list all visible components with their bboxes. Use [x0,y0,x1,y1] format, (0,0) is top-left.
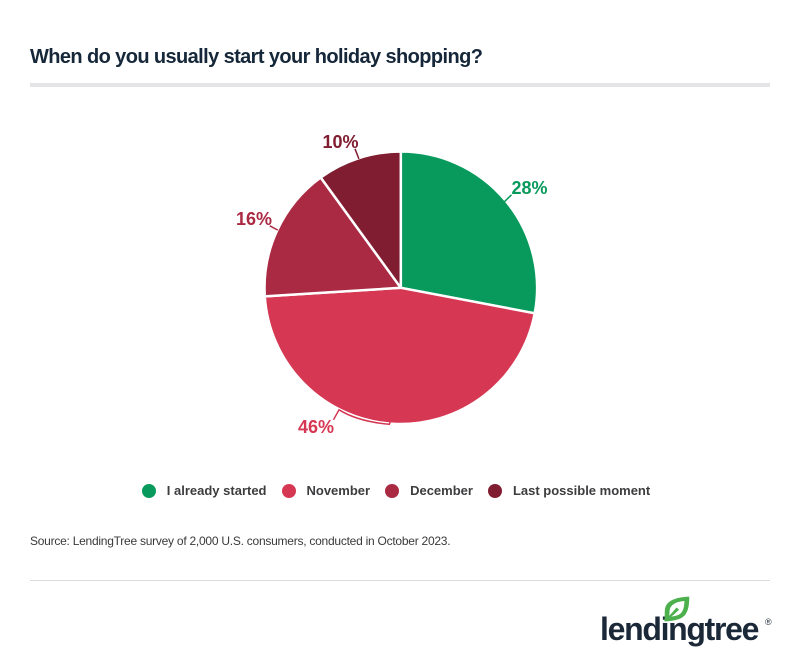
svg-text:10%: 10% [323,132,359,152]
svg-text:16%: 16% [236,209,272,229]
svg-text:28%: 28% [512,178,548,198]
svg-text:46%: 46% [298,417,334,437]
